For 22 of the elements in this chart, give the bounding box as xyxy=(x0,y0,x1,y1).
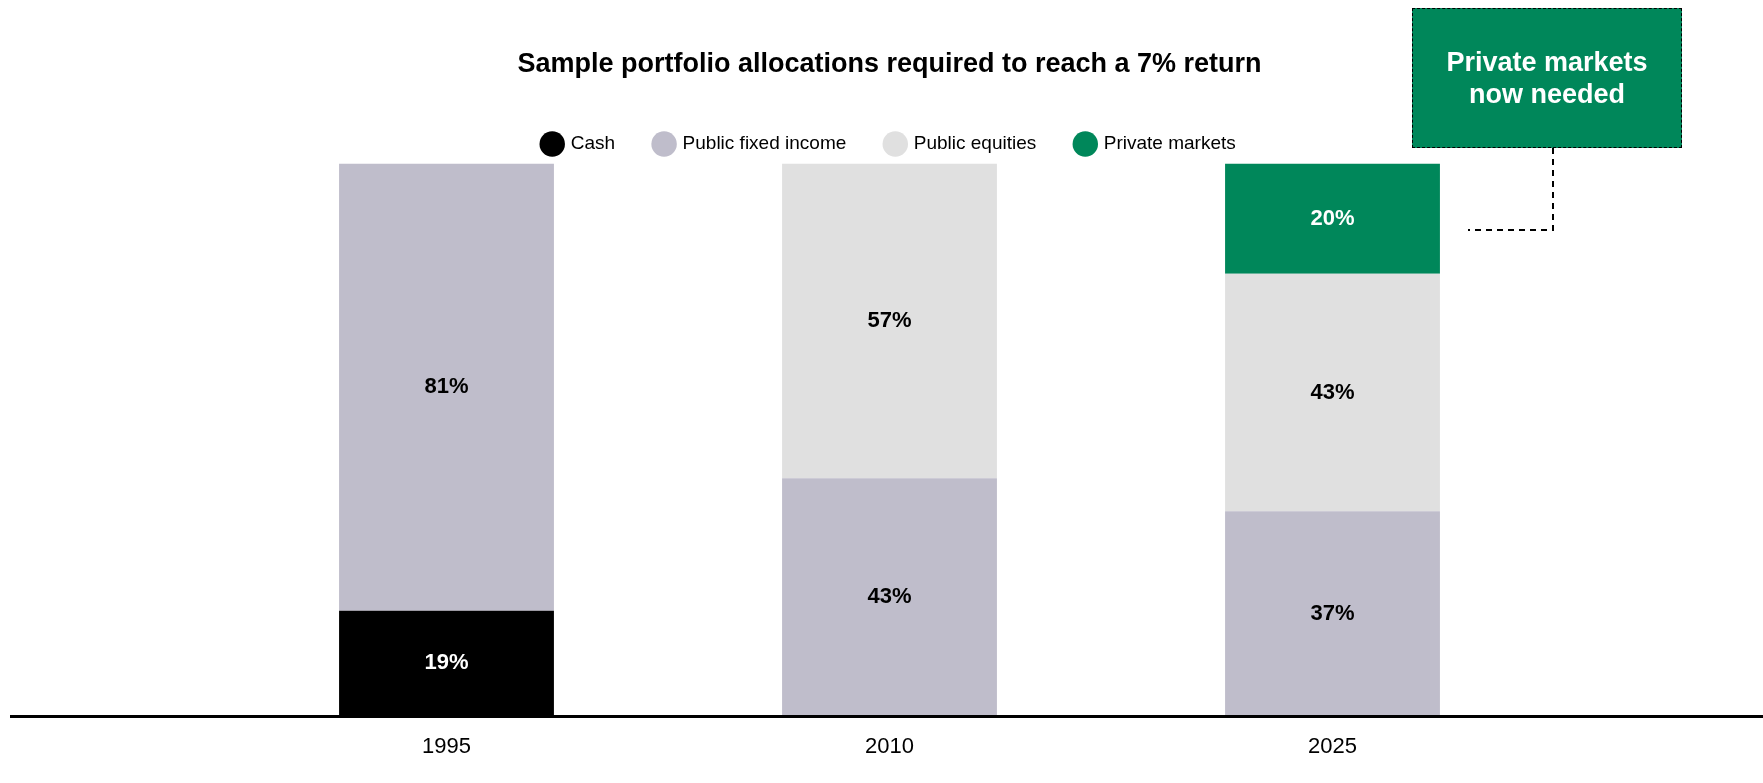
data-label: 43% xyxy=(1310,378,1355,404)
data-label: 81% xyxy=(424,373,469,399)
legend-label: Public equities xyxy=(913,132,1037,154)
bar xyxy=(782,163,997,479)
data-label: 19% xyxy=(424,649,469,675)
data-label: 43% xyxy=(867,582,912,608)
bar xyxy=(782,478,997,716)
x-tick-label: 2025 xyxy=(1308,732,1357,758)
text: Private markets now needed xyxy=(1412,8,1682,148)
data-label: 57% xyxy=(867,306,912,332)
bar xyxy=(339,163,554,611)
legend-label: Private markets xyxy=(1103,132,1236,154)
chart-title: Sample portfolio allocations required to reach a 7% return xyxy=(517,47,1262,78)
legend-label: Cash xyxy=(570,132,616,154)
legend-label: Public fixed income xyxy=(682,132,847,154)
data-label: 37% xyxy=(1310,599,1355,625)
bar xyxy=(1225,273,1440,512)
x-tick-label: 1995 xyxy=(422,732,471,758)
bar xyxy=(1225,511,1440,716)
bar xyxy=(1225,163,1440,274)
data-label: 20% xyxy=(1310,204,1355,230)
x-tick-label: 2010 xyxy=(865,732,914,758)
